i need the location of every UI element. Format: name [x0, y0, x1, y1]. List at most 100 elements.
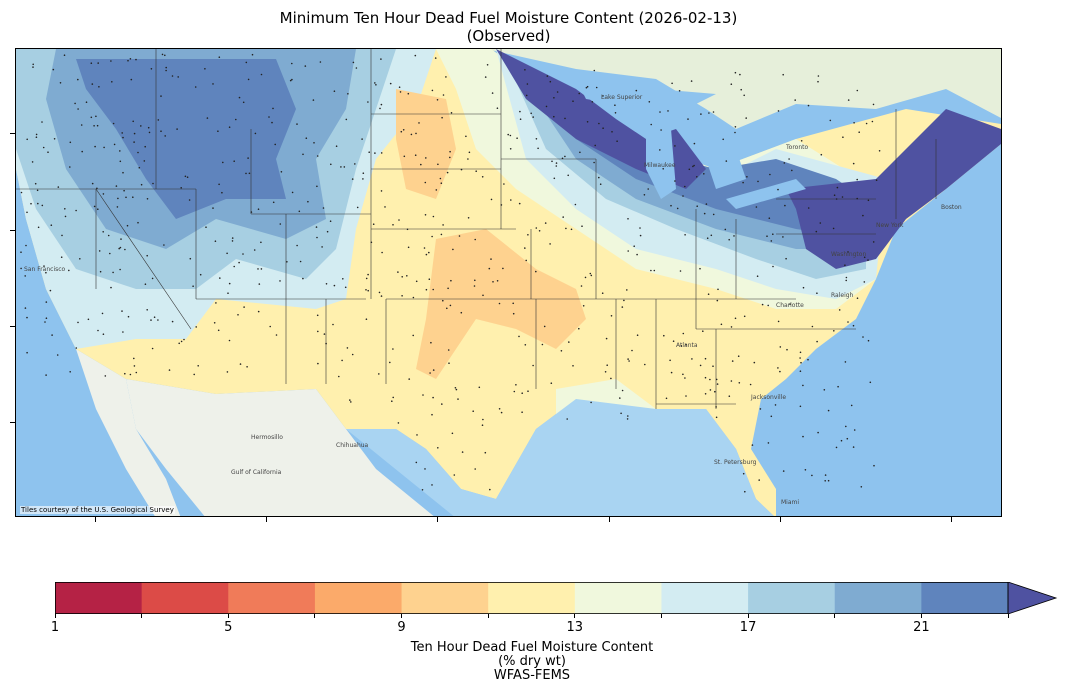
station-marker [133, 365, 136, 367]
station-marker [424, 181, 427, 184]
station-marker [94, 145, 96, 148]
x-axis-tick [437, 517, 438, 522]
station-marker [344, 286, 347, 289]
station-marker [235, 118, 237, 121]
colorbar-segment [228, 582, 316, 614]
station-marker [772, 233, 774, 235]
station-marker [171, 75, 174, 77]
station-marker [24, 307, 27, 309]
station-marker [627, 218, 629, 220]
station-marker [253, 249, 256, 251]
station-marker [589, 272, 592, 275]
station-marker [408, 378, 411, 380]
station-marker [85, 101, 88, 103]
station-marker [867, 199, 870, 202]
station-marker [503, 183, 505, 185]
station-marker [799, 405, 802, 408]
station-marker [428, 251, 430, 254]
colorbar-segment [921, 582, 1009, 614]
station-marker [817, 431, 819, 434]
station-marker [326, 230, 329, 233]
station-marker [863, 256, 866, 259]
station-marker [516, 137, 518, 139]
station-marker [860, 486, 863, 488]
station-marker [659, 111, 661, 113]
station-marker [441, 116, 443, 119]
station-marker [743, 315, 746, 318]
station-marker [602, 95, 604, 97]
station-marker [817, 80, 819, 83]
station-marker [420, 163, 422, 166]
station-marker [832, 227, 835, 230]
station-marker [237, 314, 239, 316]
station-marker [130, 78, 133, 81]
station-marker [380, 152, 383, 154]
fuel-moisture-map[interactable]: San Francisco Hermosillo Chihuahua Gulf … [15, 48, 1002, 517]
station-marker [398, 219, 400, 221]
station-marker [767, 442, 770, 444]
station-marker [772, 265, 774, 268]
station-marker [135, 58, 137, 61]
station-marker [61, 234, 63, 237]
station-marker [425, 157, 427, 159]
station-marker [425, 288, 428, 291]
station-marker [257, 268, 259, 270]
station-marker [279, 223, 282, 225]
station-marker [824, 480, 826, 482]
station-marker [144, 145, 146, 148]
station-marker [392, 396, 395, 399]
station-marker [401, 276, 404, 278]
city-label: Chihuahua [336, 442, 369, 449]
station-marker [431, 235, 433, 238]
station-marker [712, 365, 714, 368]
station-marker [570, 228, 573, 231]
station-marker [610, 377, 612, 380]
station-marker [178, 342, 180, 345]
station-marker [669, 359, 671, 362]
station-marker [56, 354, 59, 356]
station-marker [137, 221, 139, 224]
station-marker [676, 207, 679, 210]
station-marker [541, 343, 544, 346]
station-marker [239, 363, 242, 365]
station-marker [700, 113, 702, 115]
station-marker [122, 331, 124, 333]
city-label: Milwaukee [644, 162, 676, 169]
station-marker [146, 198, 149, 200]
station-marker [465, 135, 467, 138]
station-marker [869, 381, 872, 384]
station-marker [538, 230, 541, 232]
colorbar-tick-label: 21 [913, 620, 930, 635]
station-marker [800, 361, 802, 364]
station-marker [442, 94, 445, 96]
station-marker [414, 54, 417, 57]
x-axis-tick [780, 517, 781, 522]
station-marker [275, 334, 278, 336]
station-marker [484, 451, 487, 454]
station-marker [684, 377, 686, 379]
station-marker [706, 237, 709, 239]
station-marker [779, 370, 781, 373]
station-marker [26, 351, 28, 354]
station-marker [742, 181, 744, 184]
station-marker [875, 179, 878, 181]
station-marker [317, 330, 319, 333]
station-marker [878, 150, 881, 152]
station-marker [45, 271, 47, 274]
city-label: Toronto [785, 144, 808, 151]
station-marker [833, 194, 836, 196]
station-marker [847, 251, 849, 253]
station-marker [215, 302, 217, 304]
station-marker [43, 265, 45, 267]
station-marker [120, 238, 122, 240]
station-marker [81, 150, 83, 153]
station-marker [372, 223, 375, 225]
station-marker [96, 124, 99, 127]
station-marker [627, 415, 629, 417]
station-marker [274, 143, 277, 146]
station-marker [381, 251, 383, 254]
station-marker [647, 188, 649, 190]
station-marker [453, 474, 456, 476]
station-marker [415, 132, 417, 135]
station-marker [525, 94, 528, 97]
